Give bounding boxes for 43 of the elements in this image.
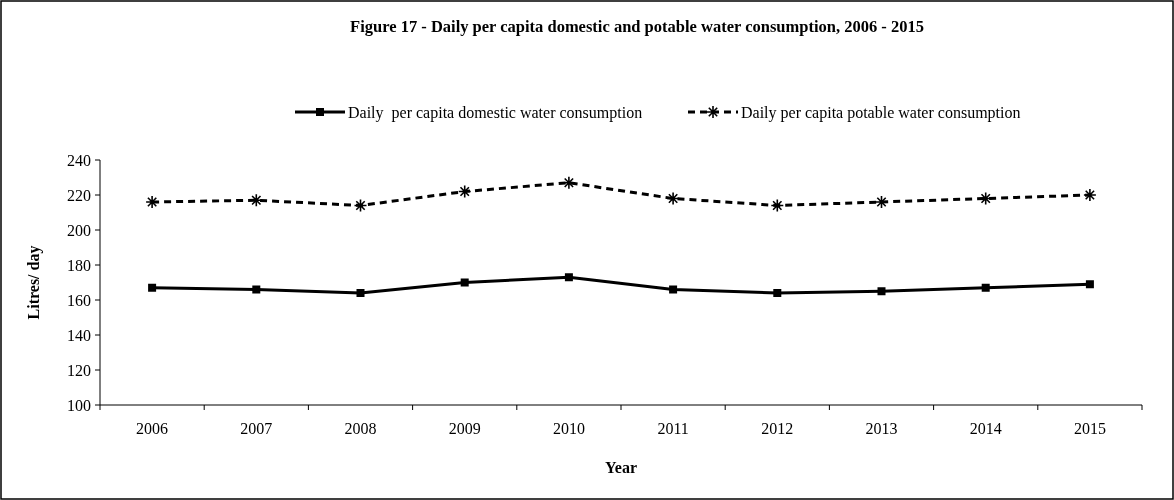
x-tick-label: 2012 (761, 420, 794, 437)
y-tick-label: 140 (67, 326, 91, 344)
y-tick-label: 200 (67, 221, 91, 239)
point (356, 289, 365, 297)
point (1085, 280, 1094, 289)
point (1083, 188, 1097, 202)
x-tick-label: 2006 (136, 420, 169, 437)
point (564, 273, 573, 282)
point (252, 285, 261, 294)
point (145, 195, 159, 209)
point (874, 195, 889, 209)
x-tick-label: 2007 (240, 420, 273, 437)
point (460, 278, 469, 287)
y-tick-label: 100 (67, 396, 91, 414)
chart-title: Figure 17 - Daily per capita domestic and potable water consumption, 2006 - 2015 (350, 17, 924, 36)
y-tick-label: 240 (67, 151, 91, 169)
x-tick-label: 2010 (552, 420, 585, 437)
point (981, 283, 990, 292)
point (978, 191, 993, 206)
x-tick-label: 2008 (344, 420, 377, 437)
point (773, 289, 782, 297)
y-tick-label: 120 (67, 361, 91, 379)
point (669, 285, 678, 294)
y-tick-label: 220 (67, 186, 91, 204)
point (249, 193, 264, 208)
point (148, 283, 157, 292)
x-tick-label: 2015 (1073, 420, 1106, 437)
point (770, 198, 785, 213)
point (457, 184, 472, 199)
y-tick-label: 180 (67, 256, 91, 274)
point (877, 287, 886, 296)
point (353, 198, 368, 213)
point (562, 175, 576, 190)
legend-label: Daily per capita potable water consumption (741, 103, 1021, 122)
x-tick-label: 2011 (657, 420, 689, 437)
x-tick-label: 2014 (969, 420, 1002, 437)
x-tick-label: 2013 (865, 420, 898, 437)
legend-label: Daily per capita domestic water consumption (348, 103, 643, 122)
x-axis-title: Year (605, 459, 637, 476)
y-tick-label: 160 (67, 291, 91, 309)
point (666, 191, 680, 206)
y-axis-title: Litres/ day (25, 245, 43, 320)
x-tick-label: 2009 (448, 420, 481, 437)
